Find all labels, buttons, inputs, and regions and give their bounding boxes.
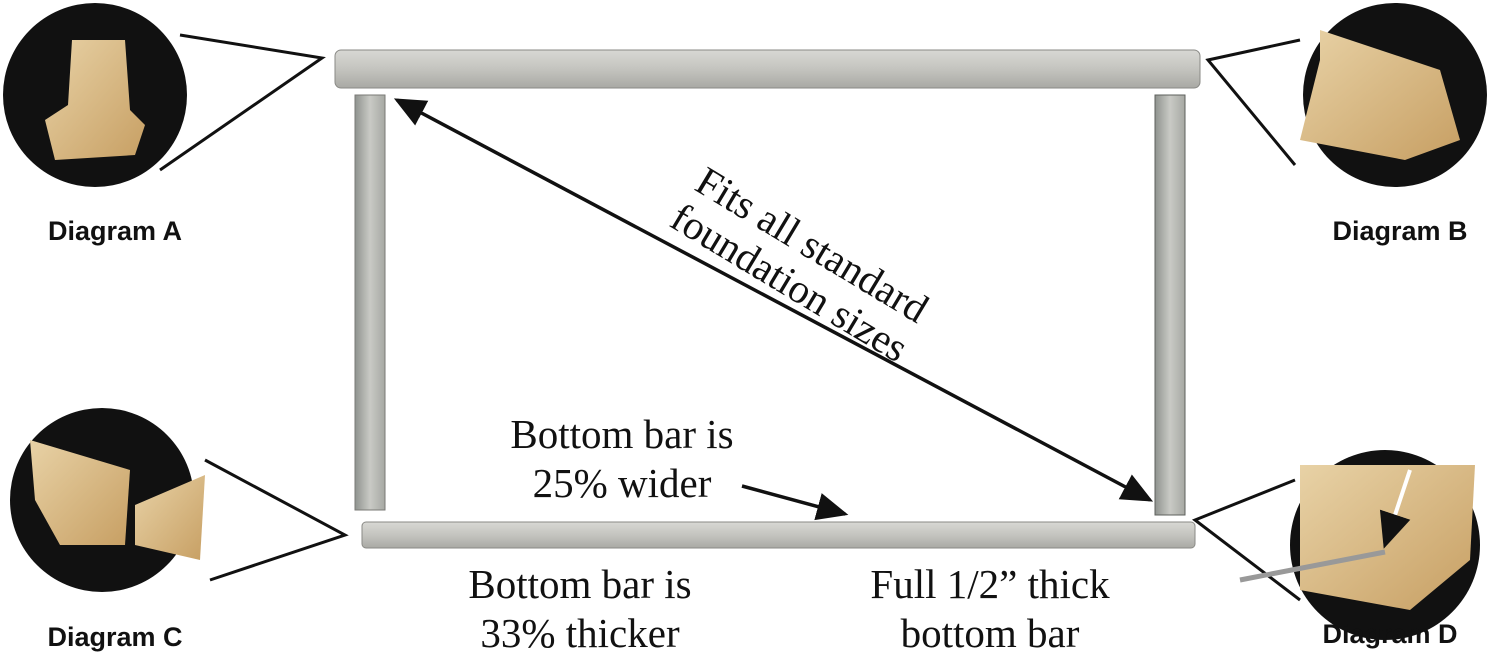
annotation-line: 25% wider <box>533 460 712 506</box>
annotation-line: Bottom bar is <box>468 561 691 607</box>
annotation-line: 33% thicker <box>480 610 680 656</box>
diagram-label: Diagram A <box>48 216 182 246</box>
frame-diagram: Diagram A Diagram B Diagram C Diagram D … <box>0 0 1509 658</box>
annotation-line: Bottom bar is <box>510 411 733 457</box>
top-bar <box>335 50 1200 88</box>
bottom-bar <box>362 522 1195 548</box>
right-end-bar <box>1155 95 1185 515</box>
diagram-label: Diagram C <box>47 622 182 652</box>
diagram-label: Diagram D <box>1322 619 1457 649</box>
width-arrow <box>742 486 845 514</box>
annotation-line: bottom bar <box>901 610 1080 656</box>
annotation-line: Full 1/2” thick <box>870 561 1110 607</box>
callout-lines <box>160 35 1300 600</box>
diagram-label: Diagram B <box>1332 216 1467 246</box>
left-end-bar <box>355 95 385 510</box>
